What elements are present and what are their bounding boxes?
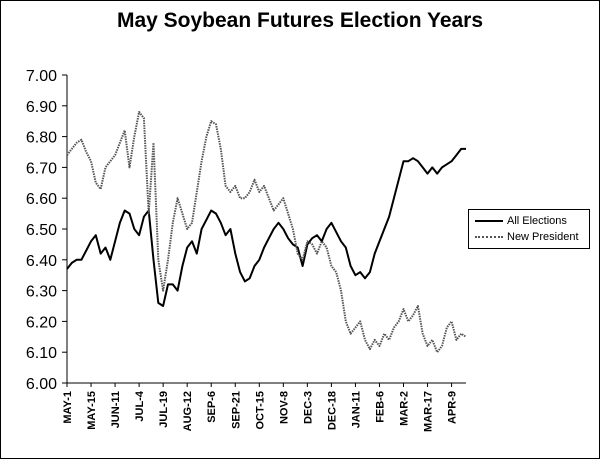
x-tick-label: MAY-15 (86, 391, 98, 430)
y-tick-label: 6.80 (26, 130, 57, 147)
x-tick-label: APR-9 (447, 391, 459, 424)
chart-title: May Soybean Futures Election Years (116, 9, 484, 32)
series-line-new-president (66, 111, 467, 354)
x-tick-label: MAR-2 (399, 391, 411, 426)
y-tick-label: 6.00 (26, 376, 57, 393)
x-tick-label: JUN-11 (110, 391, 122, 428)
y-tick-label: 6.30 (26, 284, 57, 301)
x-tick-label: JUL-4 (134, 390, 146, 421)
legend-label-all-elections: All Elections (507, 215, 567, 227)
x-tick-label: JAN-11 (350, 391, 362, 428)
x-tick-label: MAY-1 (62, 391, 74, 424)
series-group (66, 111, 467, 354)
y-tick-label: 6.90 (26, 99, 57, 116)
x-tick-label: NOV-8 (278, 391, 290, 424)
legend-item-new-president: New President (475, 230, 579, 244)
series-line-all-elections (66, 147, 466, 307)
x-tick-label: OCT-15 (254, 391, 266, 430)
y-tick-label: 7.00 (26, 68, 57, 85)
y-tick-label: 6.20 (26, 314, 57, 331)
legend: All Elections New President (468, 209, 590, 249)
y-tick-label: 6.60 (26, 191, 57, 208)
y-tick-label: 6.40 (26, 253, 57, 270)
x-tick-label: DEC-3 (302, 391, 314, 424)
x-tick-label: FEB-6 (374, 391, 386, 423)
y-tick-label: 6.70 (26, 160, 57, 177)
x-tick-label: DEC-18 (326, 391, 338, 430)
x-tick-label: AUG-12 (182, 391, 194, 431)
x-axis-ticks: MAY-1 MAY-15 JUN-11 JUL-4 JUL-19 AUG-12 SEP-6 S… (62, 383, 459, 432)
legend-swatch-all-elections (475, 220, 503, 222)
x-tick-label: SEP-6 (206, 391, 218, 423)
axes (66, 75, 466, 384)
y-tick-label: 6.50 (26, 222, 57, 239)
x-tick-label: JUL-19 (158, 391, 170, 428)
x-tick-label: SEP-21 (230, 391, 242, 429)
legend-swatch-new-president (475, 236, 503, 238)
y-axis-ticks: 7.00 6.90 6.80 6.70 6.60 6.50 6.40 6.30 6.20 6.10… (26, 68, 67, 393)
y-tick-label: 6.10 (26, 345, 57, 362)
legend-item-all-elections: All Elections (475, 214, 567, 228)
x-tick-label: MAR-17 (423, 391, 435, 432)
legend-label-new-president: New President (507, 231, 579, 243)
